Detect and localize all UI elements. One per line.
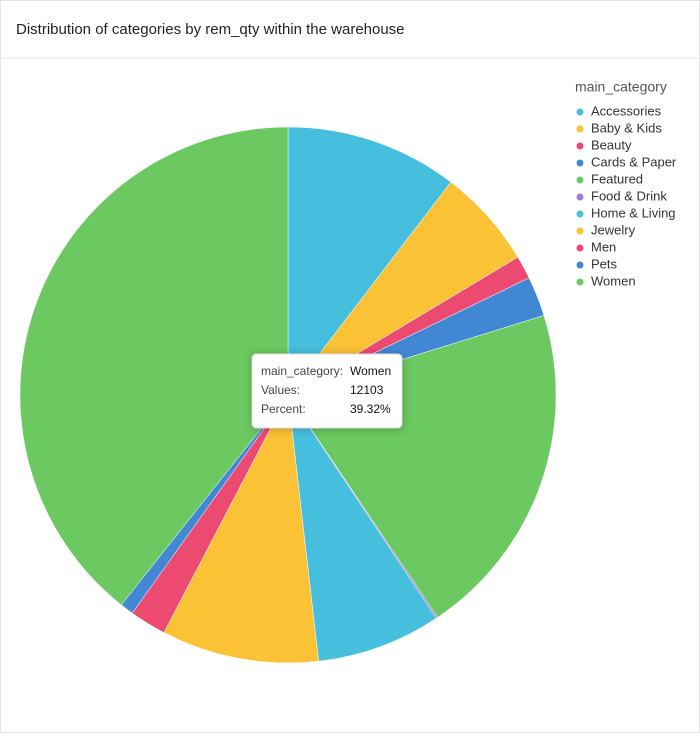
legend-swatch [576,176,584,184]
tooltip-value: Women [350,364,391,378]
legend-swatch [576,142,584,150]
legend-label[interactable]: Accessories [591,103,662,118]
pie-slice[interactable] [163,394,319,664]
legend-label[interactable]: Men [591,239,616,254]
legend-label[interactable]: Cards & Paper [591,154,677,169]
tooltip: main_category: Women Values: 12103 Perce… [251,353,403,429]
tooltip-label: main_category: [261,364,343,378]
tooltip-value: 12103 [350,383,384,397]
tooltip-value: 39.32% [350,402,391,416]
legend: Accessories Baby & Kids Beauty Cards & Pape… [576,103,677,288]
legend-swatch [576,227,584,235]
legend-swatch [576,278,584,286]
pie-slice[interactable] [287,126,452,396]
legend-swatch [576,244,584,252]
legend-swatch [576,261,584,269]
legend-label[interactable]: Jewelry [591,222,636,237]
chart-title: Distribution of categories by rem_qty wi… [16,21,405,38]
legend-label[interactable]: Home & Living [591,205,676,220]
tooltip-label: Values: [261,383,300,397]
legend-swatch [576,159,584,167]
legend-label[interactable]: Baby & Kids [591,120,662,135]
tooltip-box [251,353,403,429]
legend-swatch [576,193,584,201]
legend-swatch [576,125,584,133]
legend-swatch [576,108,584,116]
legend-label[interactable]: Food & Drink [591,188,667,203]
legend-label[interactable]: Featured [591,171,643,186]
pie-slice[interactable] [19,126,289,606]
legend-label[interactable]: Pets [591,256,618,271]
legend-title: main_category [575,79,667,95]
legend-label[interactable]: Beauty [591,137,632,152]
legend-swatch [576,210,584,218]
tooltip-label: Percent: [261,402,306,416]
pie-slice[interactable] [287,394,437,662]
legend-label[interactable]: Women [591,273,636,288]
